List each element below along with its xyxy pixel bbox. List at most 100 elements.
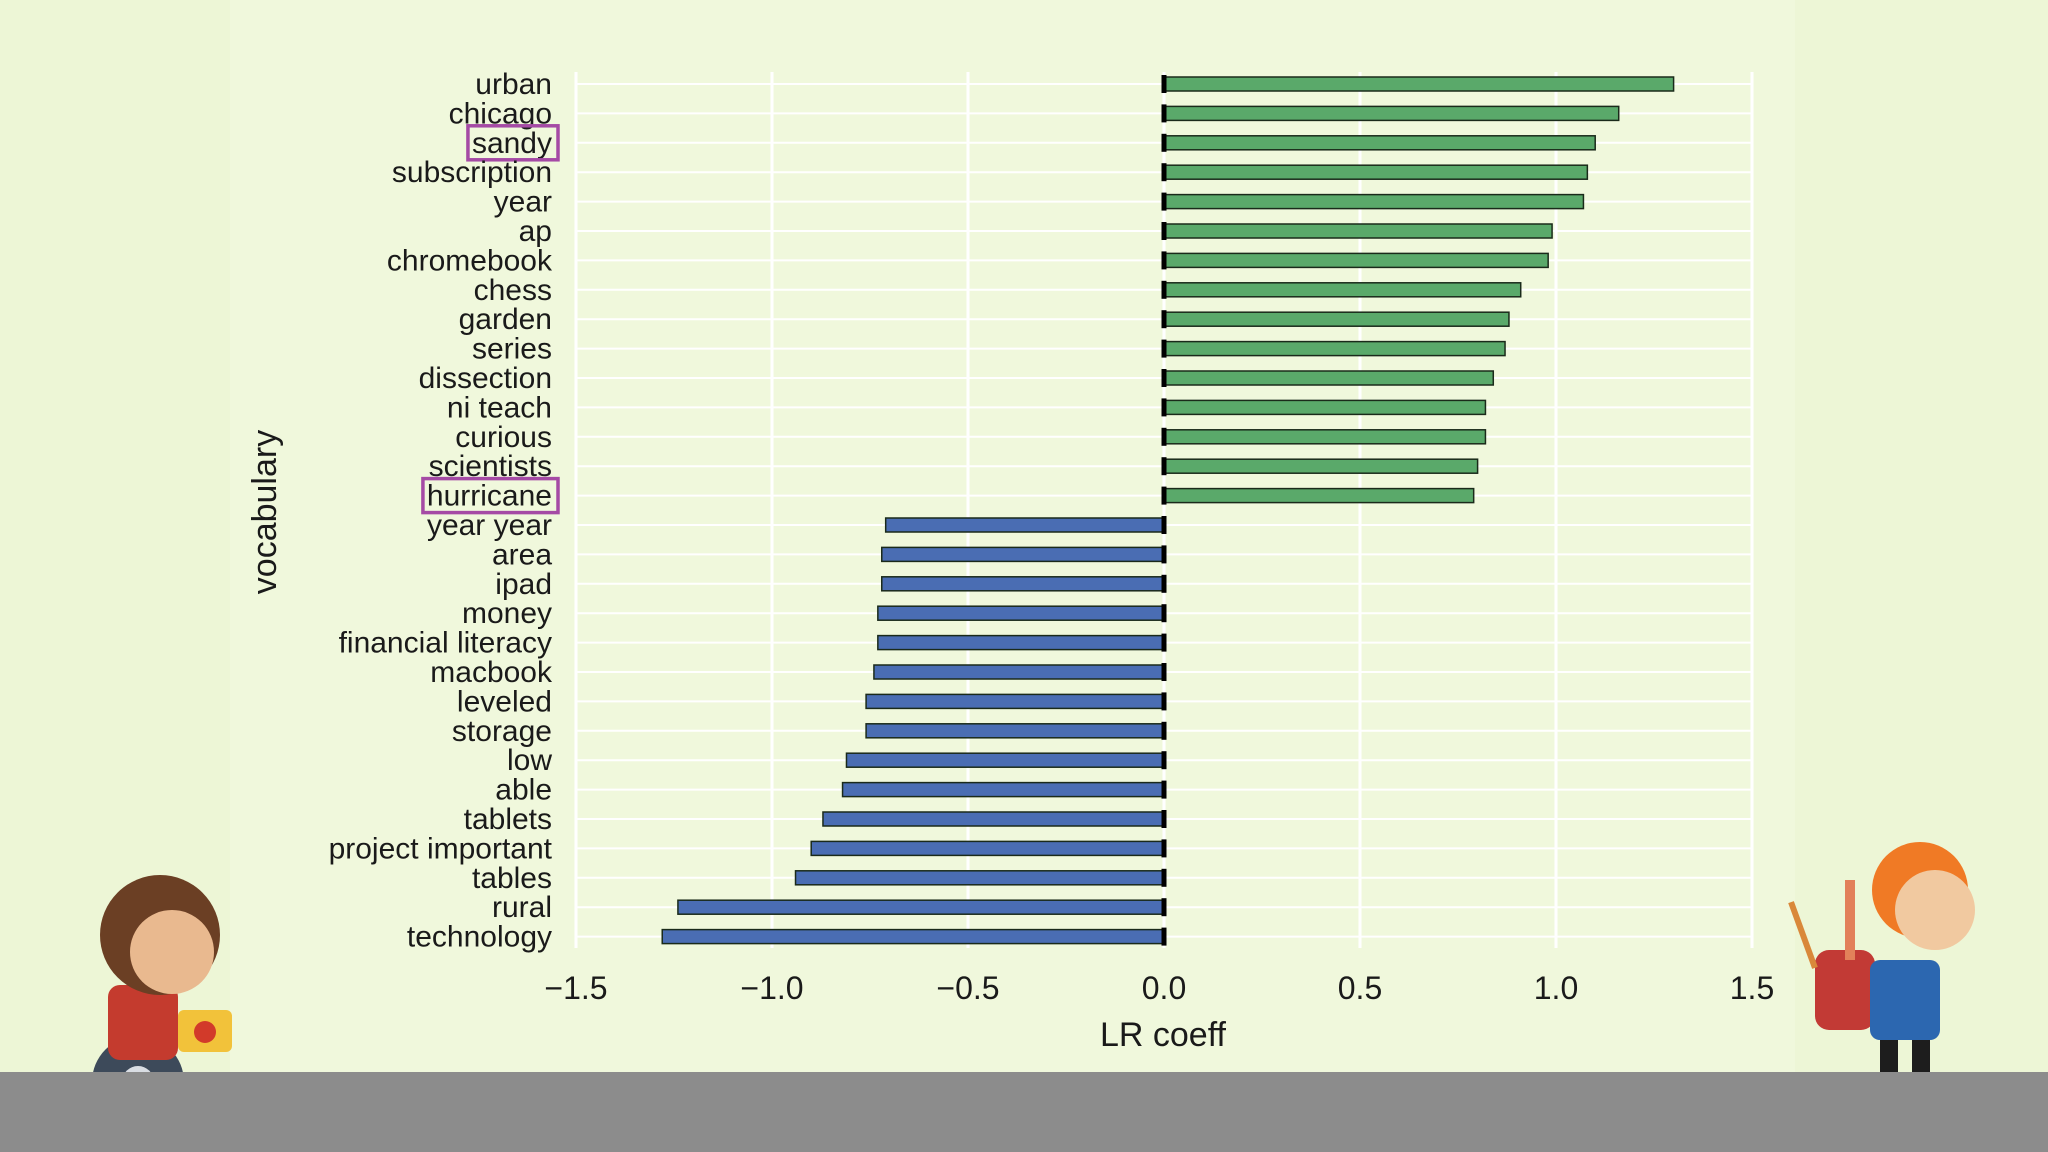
category-label: ni teach — [447, 391, 552, 424]
zero-marker — [1161, 898, 1167, 917]
zero-marker — [1161, 339, 1167, 358]
category-label: subscription — [392, 156, 552, 189]
category-labels: urbanchicagosandysubscriptionyearapchrom… — [329, 68, 560, 954]
bar — [1163, 370, 1495, 386]
x-tick-label: 0.5 — [1338, 970, 1382, 1006]
category-label: chess — [474, 274, 552, 307]
bar — [1163, 487, 1475, 504]
zero-marker — [1161, 310, 1167, 329]
bar — [877, 605, 1165, 621]
category-label: low — [507, 744, 552, 777]
zero-marker — [1161, 133, 1167, 152]
zero-marker — [1161, 251, 1167, 270]
bar — [1163, 252, 1549, 269]
zero-marker — [1161, 104, 1167, 123]
category-label: project important — [329, 832, 553, 865]
category-label: rural — [492, 891, 552, 924]
zero-marker — [1161, 280, 1167, 299]
x-axis-title: LR coeff — [1100, 1016, 1227, 1054]
zero-marker — [1161, 721, 1167, 740]
category-label: hurricane — [427, 480, 552, 513]
zero-marker — [1161, 163, 1167, 182]
category-label: money — [462, 597, 552, 630]
zero-marker — [1161, 751, 1167, 770]
zero-marker — [1161, 663, 1167, 681]
bar — [794, 870, 1165, 886]
bar — [881, 576, 1165, 592]
zero-marker — [1161, 868, 1167, 887]
category-label: curious — [455, 421, 552, 454]
y-axis-title: vocabulary — [246, 430, 284, 594]
bar — [1163, 76, 1675, 92]
zero-marker — [1161, 75, 1167, 93]
x-tick-label: 0.0 — [1142, 970, 1186, 1006]
bar — [1163, 399, 1487, 416]
bars — [661, 75, 1675, 946]
bar — [1163, 458, 1479, 474]
zero-marker — [1161, 810, 1167, 828]
zero-marker — [1161, 486, 1167, 505]
zero-marker — [1161, 398, 1167, 417]
category-label: year — [494, 186, 552, 219]
category-label: dissection — [419, 362, 552, 395]
category-label: year year — [427, 509, 552, 542]
category-label: ipad — [495, 568, 552, 601]
bar — [865, 723, 1165, 739]
zero-marker — [1161, 633, 1167, 652]
boy-backpack-illustration — [1788, 842, 1975, 1100]
category-label: tablets — [464, 803, 552, 836]
zero-marker — [1161, 574, 1167, 593]
bar — [881, 546, 1165, 563]
zero-marker — [1161, 427, 1167, 446]
category-label: area — [492, 538, 552, 571]
category-label: ap — [519, 215, 552, 248]
bar — [1163, 135, 1596, 151]
x-tick-labels: −1.5 −1.0 −0.5 0.0 0.5 1.0 1.5 — [544, 970, 1774, 1006]
category-label: financial literacy — [339, 627, 552, 660]
bar — [810, 840, 1165, 857]
highlight-box — [466, 124, 560, 162]
zero-marker — [1161, 192, 1167, 211]
bar — [1163, 311, 1510, 327]
zero-marker — [1161, 545, 1167, 564]
zero-marker — [1161, 222, 1167, 240]
bar — [1163, 429, 1487, 445]
x-tick-label: −1.0 — [740, 970, 803, 1006]
zero-marker — [1161, 604, 1167, 623]
category-label: leveled — [457, 685, 552, 718]
bar — [845, 752, 1165, 768]
x-tick-label: 1.5 — [1730, 970, 1774, 1006]
bar — [1163, 105, 1620, 122]
zero-marker — [1161, 839, 1167, 858]
x-tick-label: −1.5 — [544, 970, 607, 1006]
bar — [822, 811, 1165, 827]
category-label: sandy — [472, 127, 552, 160]
zero-marker — [1161, 457, 1167, 476]
bar — [1163, 223, 1553, 239]
x-tick-label: 1.0 — [1534, 970, 1578, 1006]
bar — [865, 693, 1165, 710]
zero-marker — [1161, 692, 1167, 711]
category-label: able — [495, 774, 552, 807]
zero-marker — [1161, 927, 1167, 946]
category-label: storage — [452, 715, 552, 748]
category-label: chromebook — [387, 244, 553, 277]
category-label: technology — [407, 921, 552, 954]
bar — [877, 634, 1165, 651]
category-label: tables — [472, 862, 552, 895]
zero-marker — [1161, 516, 1167, 534]
x-tick-label: −0.5 — [936, 970, 999, 1006]
zero-marker — [1161, 369, 1167, 387]
bar — [841, 781, 1165, 798]
category-label: macbook — [430, 656, 553, 689]
floor-strip — [0, 1072, 2048, 1152]
category-label: garden — [459, 303, 552, 336]
bar — [1163, 193, 1585, 210]
category-label: urban — [475, 68, 552, 101]
bar — [661, 928, 1165, 945]
bar — [873, 664, 1165, 680]
category-label: series — [472, 333, 552, 366]
bar — [1163, 164, 1589, 180]
